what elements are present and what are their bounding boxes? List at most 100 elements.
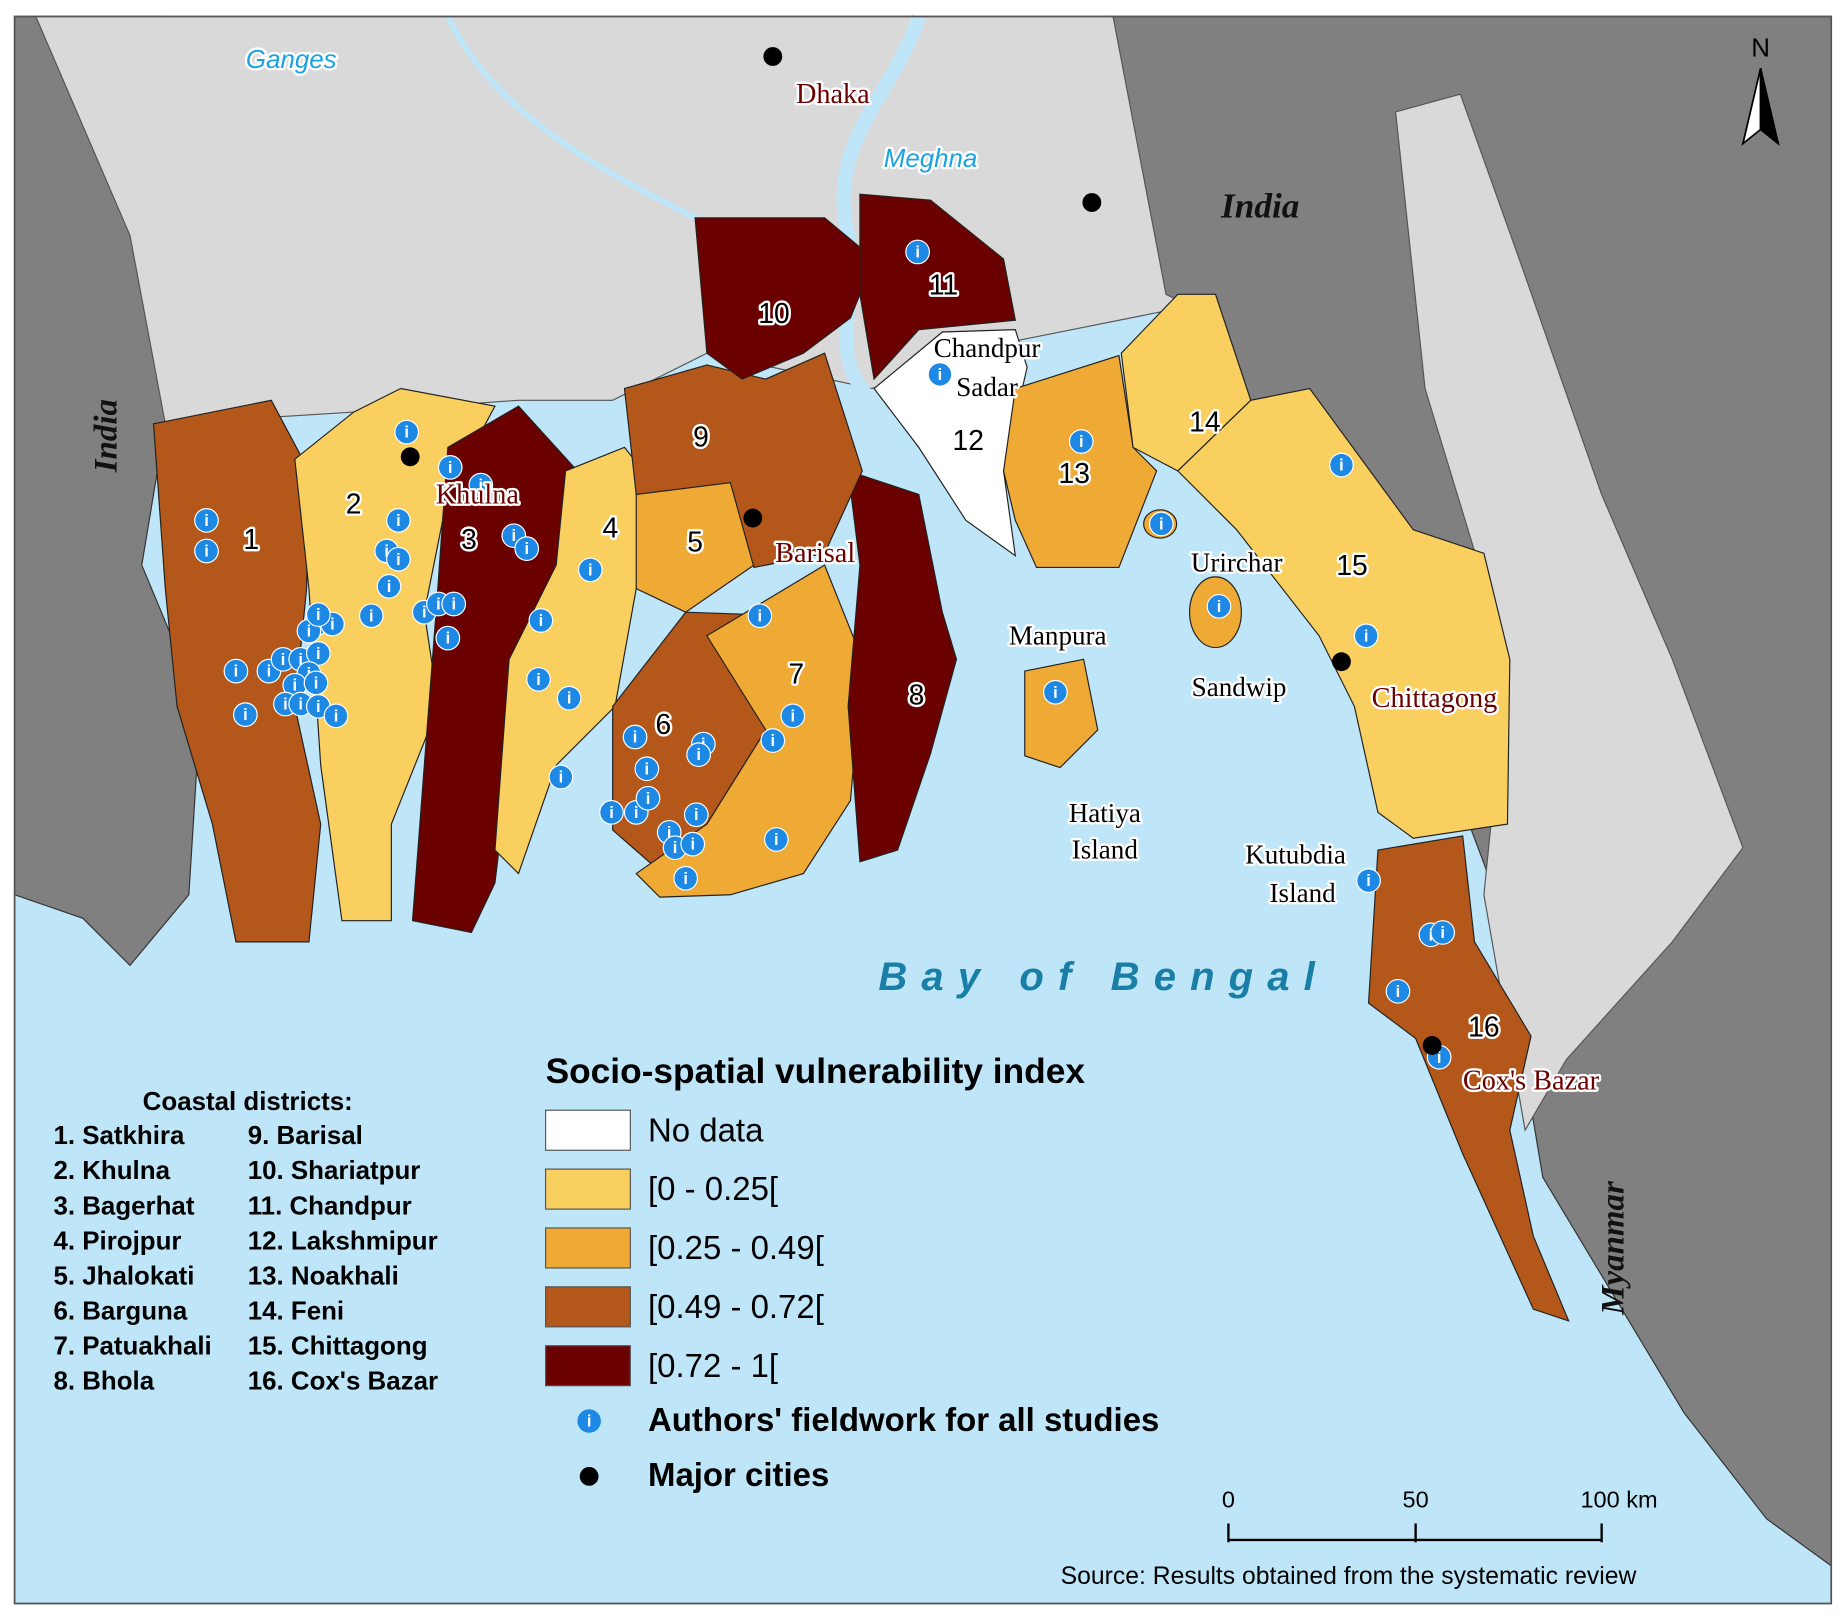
city-label: Cox's Bazar xyxy=(1463,1066,1600,1097)
fieldwork-glyph: i xyxy=(267,663,272,681)
fieldwork-glyph: i xyxy=(667,824,672,842)
district-list-item: 12. Lakshmipur xyxy=(248,1227,438,1255)
fieldwork-glyph: i xyxy=(283,696,288,714)
fieldwork-glyph: i xyxy=(404,424,409,442)
fieldwork-glyph: i xyxy=(316,606,321,624)
fieldwork-glyph: i xyxy=(293,677,298,695)
legend-swatch xyxy=(544,1286,631,1328)
fieldwork-marker xyxy=(514,536,540,561)
fieldwork-marker xyxy=(528,608,554,633)
fieldwork-marker xyxy=(394,419,420,445)
district xyxy=(694,217,875,380)
fieldwork-marker xyxy=(760,728,786,753)
district-list-item: 1. Satkhira xyxy=(53,1122,185,1150)
district-list-item: 9. Barisal xyxy=(248,1122,363,1150)
city-dot xyxy=(1082,193,1102,212)
scale-label: 0 xyxy=(1222,1486,1235,1512)
fieldwork-glyph: i xyxy=(696,746,701,764)
fieldwork-glyph: i xyxy=(1364,627,1369,645)
legend-fieldwork-icon xyxy=(577,1409,601,1433)
fieldwork-marker xyxy=(686,742,711,768)
fieldwork-marker xyxy=(526,666,551,692)
fieldwork-glyph: i xyxy=(1396,983,1401,1001)
fieldwork-glyph: i xyxy=(396,551,401,569)
legend-title: Socio-spatial vulnerability index xyxy=(546,1052,1086,1091)
fieldwork-glyph: i xyxy=(384,543,389,561)
district-number: 1 xyxy=(243,523,259,555)
fieldwork-marker xyxy=(194,538,219,564)
fieldwork-glyph: i xyxy=(436,596,441,614)
fieldwork-glyph: i xyxy=(915,243,920,261)
fieldwork-glyph: i xyxy=(451,596,456,614)
fieldwork-marker xyxy=(232,702,258,727)
fieldwork-glyph: i xyxy=(774,831,779,849)
fieldwork-marker xyxy=(1148,511,1174,537)
place-label: Sandwip xyxy=(1192,672,1287,702)
fieldwork-marker xyxy=(1042,679,1068,705)
fieldwork-marker xyxy=(577,557,603,583)
fieldwork-marker xyxy=(305,641,331,666)
district-list-item: 4. Pirojpur xyxy=(53,1227,181,1255)
fieldwork-glyph: i xyxy=(307,623,312,641)
city-dot xyxy=(400,447,420,467)
fieldwork-glyph: i xyxy=(791,707,796,725)
district-list-item: 11. Chandpur xyxy=(248,1192,412,1220)
north-label: N xyxy=(1751,34,1770,62)
fieldwork-glyph: i xyxy=(369,607,374,625)
district-number: 4 xyxy=(602,511,618,543)
place-label: Island xyxy=(1270,878,1337,908)
fieldwork-glyph: i xyxy=(298,651,303,669)
fieldwork-marker xyxy=(386,546,411,572)
fieldwork-marker xyxy=(905,239,930,265)
fieldwork-glyph: i xyxy=(524,540,529,558)
district-list-item: 3. Bagerhat xyxy=(53,1192,194,1220)
legend-label: [0.72 - 1[ xyxy=(648,1347,778,1384)
fieldwork-marker xyxy=(548,764,574,790)
fieldwork-marker xyxy=(763,827,789,852)
district-number: 9 xyxy=(693,421,709,453)
district-number: 3 xyxy=(461,523,477,555)
district-list-item: 8. Bhola xyxy=(53,1368,154,1396)
fieldwork-marker xyxy=(323,703,349,729)
district-list-item: 5. Jhalokati xyxy=(53,1262,194,1290)
district-number: 2 xyxy=(346,488,362,520)
district-list-title: Coastal districts: xyxy=(143,1088,353,1116)
fieldwork-glyph: i xyxy=(234,663,239,681)
fieldwork-marker xyxy=(556,685,582,711)
fieldwork-glyph: i xyxy=(1437,1049,1442,1067)
legend-label: No data xyxy=(648,1111,764,1148)
fieldwork-marker xyxy=(680,831,706,857)
scale-label: 50 xyxy=(1403,1486,1429,1512)
fieldwork-glyph: i xyxy=(330,616,335,634)
north-arrow xyxy=(1759,68,1780,146)
district-list-item: 13. Noakhali xyxy=(248,1262,399,1290)
fieldwork-marker xyxy=(1430,920,1456,945)
fieldwork-glyph: i xyxy=(204,512,209,530)
fieldwork-glyph: i xyxy=(609,804,614,822)
river xyxy=(445,15,709,227)
district-list-item: 10. Shariatpur xyxy=(248,1157,421,1185)
district xyxy=(1176,387,1511,839)
fieldwork-marker xyxy=(223,658,249,684)
district-number: 16 xyxy=(1468,1010,1499,1042)
city-label: Khulna xyxy=(436,479,520,510)
place-label: Chandpur xyxy=(934,333,1041,363)
fieldwork-marker xyxy=(683,802,709,828)
fieldwork-marker xyxy=(747,603,773,629)
fieldwork-glyph: i xyxy=(938,366,943,384)
fieldwork-marker xyxy=(673,865,699,891)
fieldwork-marker xyxy=(1356,868,1381,894)
fieldwork-marker xyxy=(780,703,806,729)
fieldwork-marker xyxy=(386,508,411,533)
legend-swatch xyxy=(544,1109,631,1151)
city-dot xyxy=(1332,652,1351,672)
place-label: Island xyxy=(1072,835,1139,865)
district xyxy=(1367,835,1570,1322)
district xyxy=(635,564,863,898)
district-list-item: 16. Cox's Bazar xyxy=(248,1368,438,1396)
fieldwork-marker xyxy=(1329,452,1354,478)
fieldwork-glyph: i xyxy=(683,870,688,888)
